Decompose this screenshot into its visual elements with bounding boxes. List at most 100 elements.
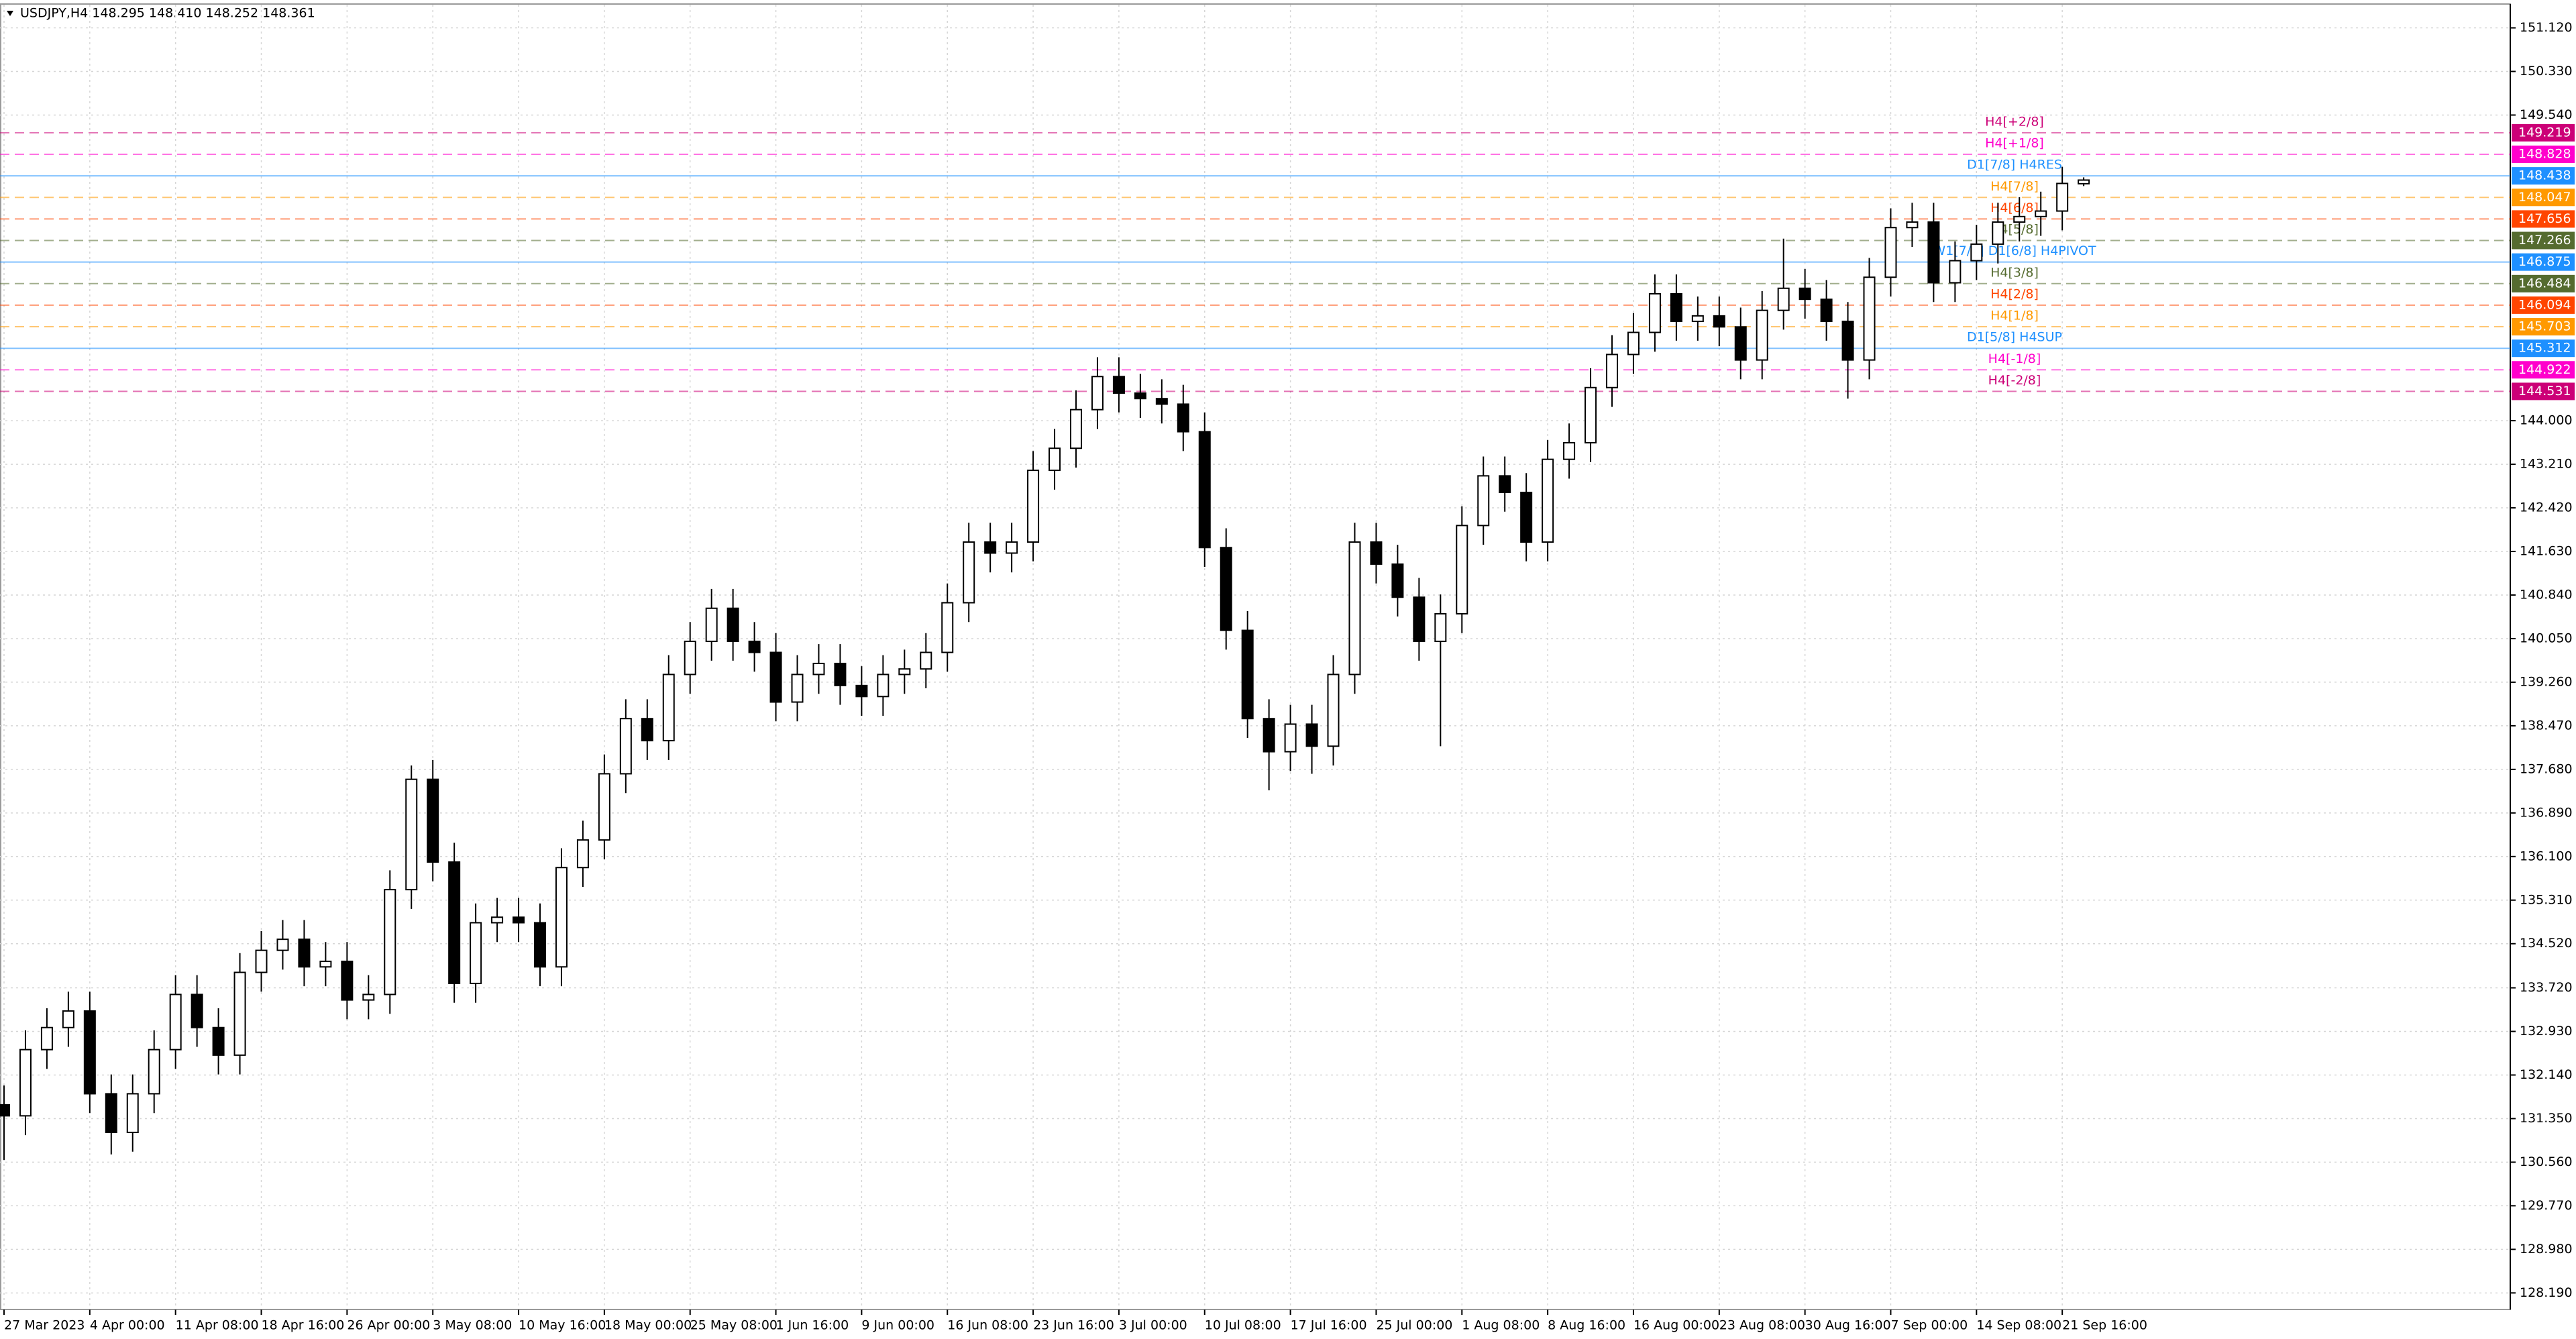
y-tick-label: 139.260: [2520, 674, 2573, 689]
price-badge: [2512, 146, 2575, 164]
x-tick-label: 8 Aug 16:00: [1548, 1318, 1625, 1333]
y-tick-label: 128.980: [2520, 1242, 2573, 1256]
candle-body: [276, 939, 289, 951]
candle-body: [384, 889, 396, 996]
x-tick-label: 14 Sep 08:00: [1976, 1318, 2061, 1333]
price-badge-label: 148.047: [2518, 190, 2571, 205]
y-tick-label: 136.890: [2520, 805, 2573, 820]
candle-body: [812, 662, 825, 676]
x-tick-label: 3 Jul 00:00: [1119, 1318, 1187, 1333]
y-tick-label: 131.350: [2520, 1111, 2573, 1126]
candle-body: [148, 1049, 160, 1095]
candle-body: [1992, 221, 2004, 245]
candle-body: [83, 1010, 96, 1095]
level-label: H4[+2/8]: [1985, 114, 2044, 129]
level-label: H4[3/8]: [1990, 265, 2039, 280]
y-tick-label: 138.470: [2520, 718, 2573, 733]
x-tick-label: 9 Jun 00:00: [861, 1318, 934, 1333]
price-badge: [2512, 167, 2575, 185]
x-tick-label: 3 May 08:00: [433, 1318, 512, 1333]
candle-body: [1305, 723, 1318, 747]
candle-body: [1777, 287, 1790, 311]
price-badge-label: 147.656: [2518, 211, 2571, 226]
y-tick-label: 137.680: [2520, 761, 2573, 776]
candle-body: [1263, 718, 1275, 753]
candle-body: [1220, 547, 1232, 631]
x-tick-label: 7 Sep 00:00: [1890, 1318, 1968, 1333]
price-badge: [2512, 318, 2575, 336]
candle-body: [1863, 276, 1876, 361]
level-label: H4[7/8]: [1990, 179, 2039, 194]
candle-body: [1477, 475, 1490, 527]
candle-body: [1456, 525, 1468, 614]
candle-body: [898, 668, 911, 676]
axes: 151.120 150.330 149.540 144.000 143.210 142.4…: [3, 20, 2575, 1333]
level-label: H4[6/8]: [1990, 201, 2039, 215]
candle-body: [427, 778, 439, 863]
menu-triangle[interactable]: [7, 11, 13, 16]
level-label: D1[5/8] H4SUP: [1967, 330, 2062, 345]
y-tick-label: 151.120: [2520, 20, 2573, 35]
candle-body: [1606, 354, 1618, 388]
candle-body: [555, 867, 568, 968]
x-tick-label: 4 Apr 00:00: [90, 1318, 165, 1333]
candle-body: [191, 994, 203, 1028]
candle-body: [576, 839, 589, 869]
price-badge: [2512, 296, 2575, 314]
x-tick-label: 16 Jun 08:00: [947, 1318, 1028, 1333]
candle-body: [1155, 398, 1168, 405]
price-badge-label: 146.484: [2518, 276, 2571, 290]
candle-body: [1691, 315, 1704, 323]
level-label: H4[-1/8]: [1988, 352, 2041, 366]
price-badge-label: 146.094: [2518, 297, 2571, 312]
level-label: H4[1/8]: [1990, 309, 2039, 323]
candle-body: [748, 641, 761, 653]
candle-body: [212, 1026, 225, 1056]
candles: [0, 166, 2090, 1161]
candle-body: [1841, 321, 1854, 361]
x-tick-label: 25 Jul 00:00: [1376, 1318, 1452, 1333]
price-badge: [2512, 339, 2575, 358]
candle-body: [1756, 309, 1768, 361]
y-tick-label: 129.770: [2520, 1198, 2573, 1213]
candle-body: [641, 718, 653, 742]
candle-body: [2035, 210, 2047, 217]
price-badge-label: 144.531: [2518, 384, 2571, 398]
candle-body: [1520, 492, 1533, 543]
y-tick-label: 128.190: [2520, 1285, 2573, 1300]
candle-body: [1006, 541, 1018, 554]
candle-body: [448, 861, 461, 984]
price-badge-label: 145.312: [2518, 341, 2571, 356]
candle-body: [598, 773, 610, 841]
price-badge-label: 148.438: [2518, 168, 2571, 183]
x-tick-label: 18 May 00:00: [604, 1318, 692, 1333]
candle-body: [169, 994, 182, 1051]
candle-body: [1391, 563, 1404, 598]
y-tick-label: 133.720: [2520, 980, 2573, 995]
price-badge-label: 146.875: [2518, 254, 2571, 269]
candle-body: [1542, 458, 1554, 543]
candle-body: [1070, 409, 1082, 449]
x-tick-label: 18 Apr 16:00: [262, 1318, 345, 1333]
y-tick-label: 132.140: [2520, 1067, 2573, 1082]
candle-body: [513, 916, 525, 924]
candle-body: [1027, 470, 1040, 543]
candle-body: [319, 961, 332, 968]
candle-body: [1499, 475, 1511, 494]
y-tick-label: 143.210: [2520, 457, 2573, 472]
x-tick-label: 21 Sep 16:00: [2062, 1318, 2147, 1333]
y-tick-label: 140.050: [2520, 631, 2573, 645]
candle-body: [1713, 315, 1725, 328]
candle-body: [362, 994, 375, 1001]
y-tick-label: 140.840: [2520, 587, 2573, 602]
levels: H4[+2/8] H4[+1/8] D1[7/8] H4RES H4[7/8] H4[6…: [0, 114, 2510, 392]
candle-body: [233, 971, 246, 1056]
x-tick-label: 10 Jul 08:00: [1205, 1318, 1281, 1333]
y-tick-label: 150.330: [2520, 64, 2573, 78]
candle-body: [1949, 260, 1962, 284]
candle-body: [1284, 723, 1297, 753]
level-label: H4[+1/8]: [1985, 136, 2044, 151]
candle-body: [705, 607, 718, 643]
